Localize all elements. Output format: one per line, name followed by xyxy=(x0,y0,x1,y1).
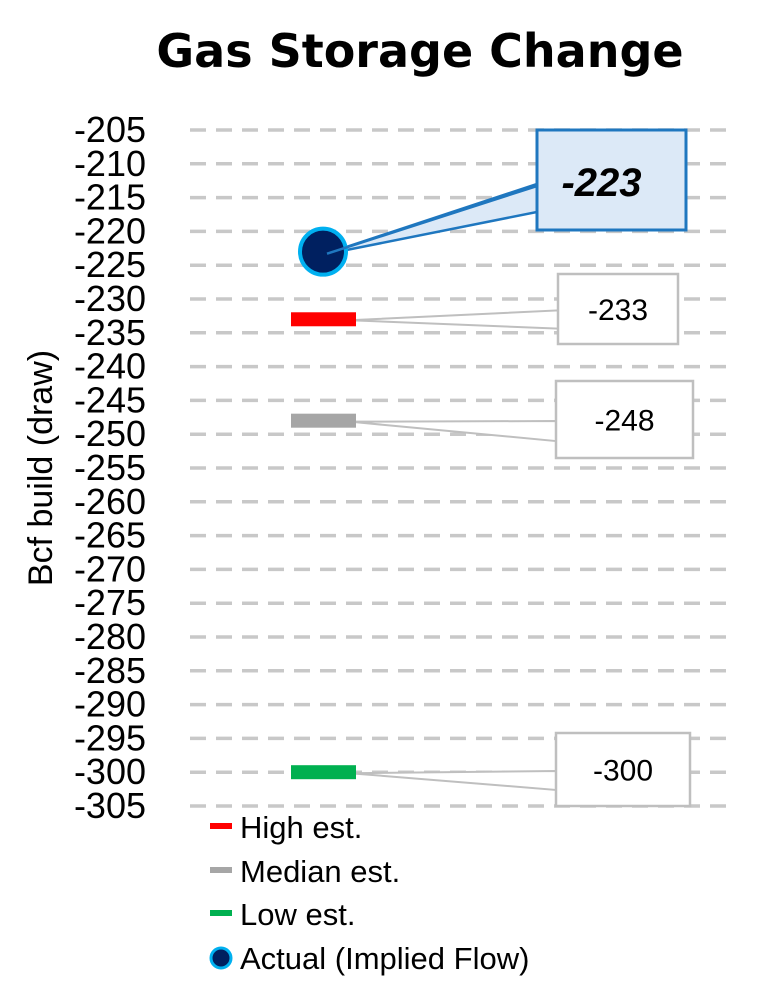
y-tick-label: -220 xyxy=(74,210,146,251)
y-tick-label: -205 xyxy=(74,109,146,150)
legend-swatch xyxy=(210,823,232,829)
y-tick-label: -245 xyxy=(74,379,146,420)
y-tick-label: -255 xyxy=(74,447,146,488)
data-label: -300 xyxy=(593,755,653,788)
y-tick-label: -270 xyxy=(74,548,146,589)
y-tick-label: -300 xyxy=(74,751,146,792)
marker-actual xyxy=(298,226,348,277)
chart-title: Gas Storage Change xyxy=(156,24,683,78)
y-tick-label: -275 xyxy=(74,582,146,623)
data-label: -248 xyxy=(594,405,654,438)
marker-low-est xyxy=(291,765,356,780)
y-tick-label: -260 xyxy=(74,481,146,522)
gridlines xyxy=(190,128,728,808)
y-tick-label: -235 xyxy=(74,312,146,353)
y-tick-label: -290 xyxy=(74,684,146,725)
callout-box xyxy=(556,272,680,346)
legend-swatch xyxy=(210,867,232,873)
y-tick-label: -265 xyxy=(74,515,146,556)
legend-swatch xyxy=(209,946,233,970)
data-label: -233 xyxy=(588,294,648,327)
y-tick-label: -280 xyxy=(74,616,146,657)
marker-high-est xyxy=(291,312,356,327)
marker-median-est xyxy=(291,413,356,428)
y-tick-label: -250 xyxy=(74,413,146,454)
callout-box-actual xyxy=(535,128,688,232)
data-marks xyxy=(291,226,356,780)
y-tick-label: -240 xyxy=(74,346,146,387)
callout-box xyxy=(554,379,695,460)
y-axis-label: Bcf build (draw) xyxy=(22,350,60,586)
y-tick-labels: -205-210-215-220-225-230-235-240-245-250… xyxy=(74,109,146,826)
callout-box xyxy=(554,731,692,808)
y-tick-label: -210 xyxy=(74,143,146,184)
legend-entry: High est. xyxy=(240,810,362,845)
callout-leader xyxy=(349,309,559,330)
legend-entry: Actual (Implied Flow) xyxy=(240,941,529,976)
legend-entry: Median est. xyxy=(240,854,400,889)
callout-leader xyxy=(349,420,557,443)
y-tick-label: -225 xyxy=(74,244,146,285)
y-tick-label: -295 xyxy=(74,717,146,758)
legend: High est. Median est. Low est. Actual (Impl… xyxy=(209,810,529,976)
y-tick-label: -215 xyxy=(74,177,146,218)
y-tick-label: -305 xyxy=(74,785,146,826)
data-label-actual: -223 xyxy=(561,161,641,205)
callout-leader xyxy=(349,769,557,792)
legend-swatch xyxy=(210,910,232,916)
y-tick-label: -230 xyxy=(74,278,146,319)
callout-leaders xyxy=(322,182,559,792)
legend-entry: Low est. xyxy=(240,897,355,932)
y-tick-label: -285 xyxy=(74,650,146,691)
data-callouts: -233 -248 -300 -223 xyxy=(326,128,695,808)
